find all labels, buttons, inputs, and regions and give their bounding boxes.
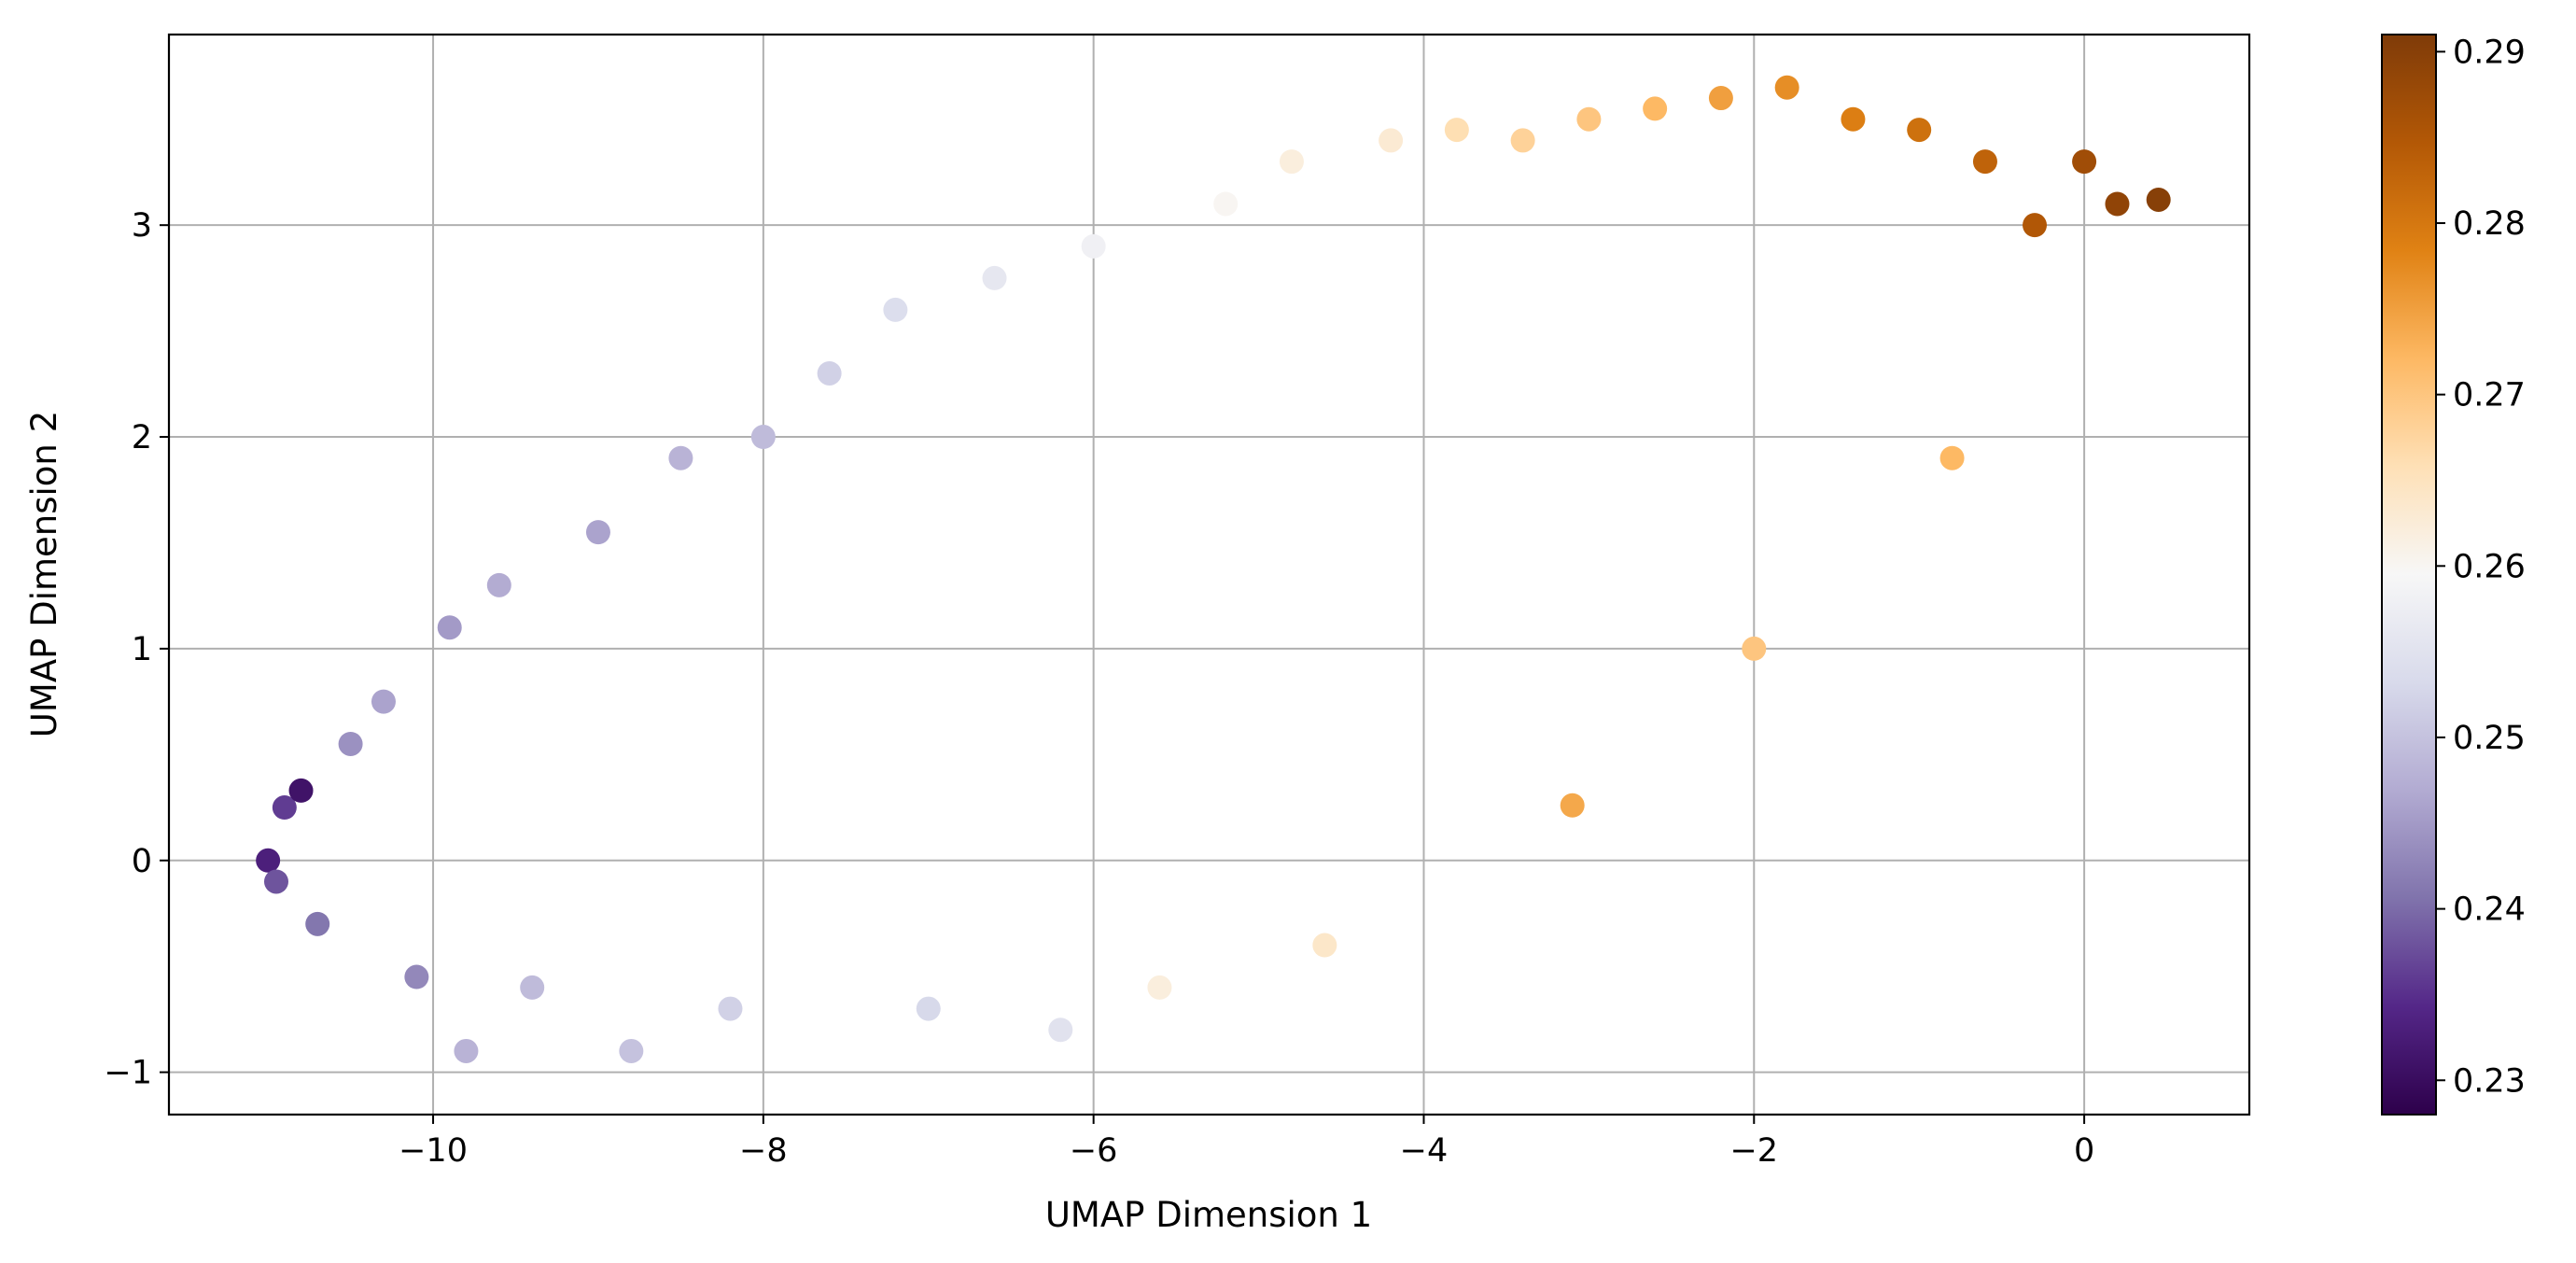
scatter-point <box>454 1038 479 1063</box>
scatter-point <box>619 1038 644 1063</box>
plot-frame <box>167 33 2251 1116</box>
scatter-point <box>750 425 776 450</box>
scatter-point <box>1081 233 1106 259</box>
scatter-point <box>916 996 941 1021</box>
y-axis-title: UMAP Dimension 2 <box>24 411 64 737</box>
colorbar-ticks: 0.23 0.24 0.25 0.26 0.27 0.28 0.29 <box>2436 34 2526 1100</box>
scatter-point <box>1560 793 1585 818</box>
scatter-point <box>404 964 429 989</box>
x-tick-label: −10 <box>399 1132 468 1170</box>
scatter-point <box>1048 1017 1073 1043</box>
scatter-point <box>1444 118 1469 143</box>
x-tick-label: 0 <box>2074 1132 2094 1170</box>
scatter-points <box>256 75 2171 1063</box>
colorbar-tick-label: 0.28 <box>2453 205 2526 243</box>
y-tick-label: 0 <box>132 843 152 880</box>
scatter-point <box>2072 149 2097 175</box>
scatter-point <box>256 848 281 873</box>
scatter-point <box>1972 149 1997 175</box>
colorbar-fill <box>2381 34 2437 1116</box>
colorbar-tick-label: 0.26 <box>2453 548 2526 585</box>
x-tick-label: −2 <box>1729 1132 1778 1170</box>
scatter-point <box>883 297 908 322</box>
y-tick-label: −1 <box>104 1055 152 1092</box>
scatter-point <box>2105 191 2130 217</box>
scatter-point <box>1147 975 1172 1000</box>
plot-background <box>169 35 2249 1115</box>
scatter-point <box>1312 933 1337 958</box>
scatter-point <box>1742 636 1767 661</box>
scatter-point <box>1279 149 1304 175</box>
scatter-point <box>486 572 511 597</box>
colorbar-tick-label: 0.25 <box>2453 720 2526 757</box>
scatter-point <box>585 520 610 545</box>
scatter-point <box>1907 118 1932 143</box>
scatter-point <box>520 975 545 1000</box>
grid-lines <box>169 35 2249 1115</box>
colorbar: 0.23 0.24 0.25 0.26 0.27 0.28 0.29 <box>2381 34 2526 1116</box>
x-tick-label: −8 <box>739 1132 788 1170</box>
scatter-point <box>1841 106 1866 132</box>
scatter-point <box>2023 213 2048 238</box>
scatter-point <box>263 869 288 894</box>
scatter-point <box>718 996 743 1021</box>
y-tick-label: 3 <box>132 207 152 245</box>
colorbar-tick-label: 0.23 <box>2453 1062 2526 1100</box>
x-axis: −10 −8 −6 −4 −2 0 <box>399 1115 2094 1170</box>
scatter-point <box>1576 106 1602 132</box>
scatter-point <box>817 360 842 386</box>
colorbar-tick-label: 0.29 <box>2453 34 2526 71</box>
scatter-point <box>437 615 462 640</box>
scatter-point <box>371 689 396 714</box>
scatter-point <box>1774 75 1799 100</box>
x-axis-title: UMAP Dimension 1 <box>1045 1195 1372 1235</box>
colorbar-tick-label: 0.24 <box>2453 891 2526 929</box>
y-tick-label: 1 <box>132 631 152 668</box>
y-tick-label: 2 <box>132 419 152 456</box>
colorbar-tick-label: 0.27 <box>2453 377 2526 414</box>
scatter-point <box>1643 96 1668 121</box>
y-axis: −1 0 1 2 3 <box>104 207 169 1092</box>
scatter-point <box>1379 128 1404 153</box>
scatter-point <box>1213 191 1239 217</box>
scatter-point <box>2146 187 2171 212</box>
scatter-point <box>1510 128 1535 153</box>
scatter-point <box>668 445 693 470</box>
scatter-point <box>1708 86 1733 111</box>
scatter-point <box>982 265 1007 290</box>
scatter-point <box>1939 445 1965 470</box>
x-tick-label: −6 <box>1070 1132 1118 1170</box>
x-tick-label: −4 <box>1400 1132 1449 1170</box>
scatter-point <box>288 778 314 803</box>
scatter-point <box>338 731 363 756</box>
scatter-point <box>305 911 330 936</box>
scatter-point <box>272 795 297 821</box>
